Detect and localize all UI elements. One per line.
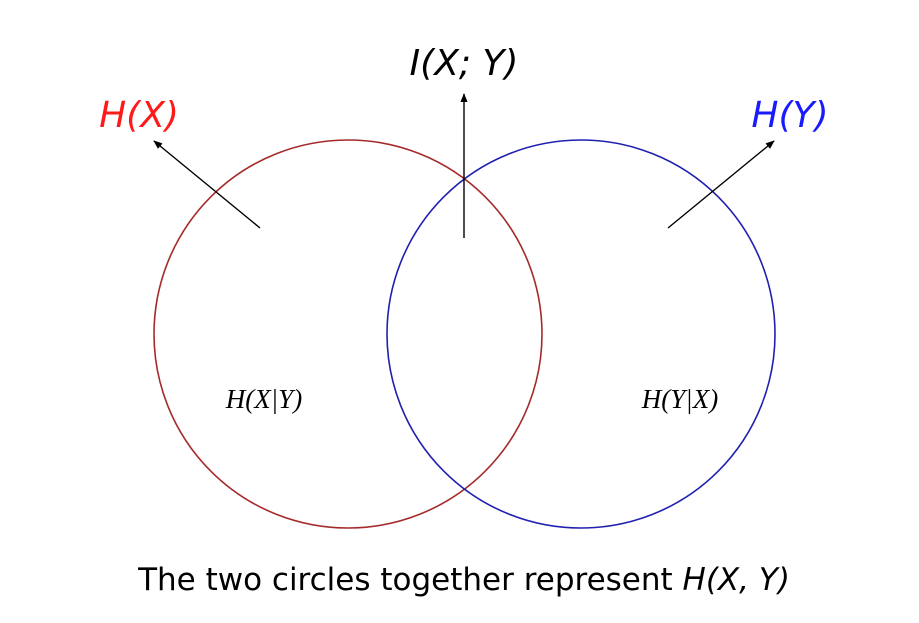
conditional-x-given-y-label: H(X|Y) [225,384,302,414]
caption: The two circles together represent H(X, … [137,562,790,598]
conditional-y-given-x-label: H(Y|X) [641,384,718,414]
entropy-x-label: H(X) [99,95,179,136]
entropy-y-label: H(Y) [751,95,828,136]
mutual-information-label: I(X; Y) [410,43,519,84]
caption-math: H(X, Y) [683,562,790,598]
circle-x [153,139,543,529]
circle-y [386,139,776,529]
caption-text: The two circles together represent [137,562,682,598]
arrow-entropy-y [667,140,775,229]
arrow-entropy-x [153,140,261,229]
